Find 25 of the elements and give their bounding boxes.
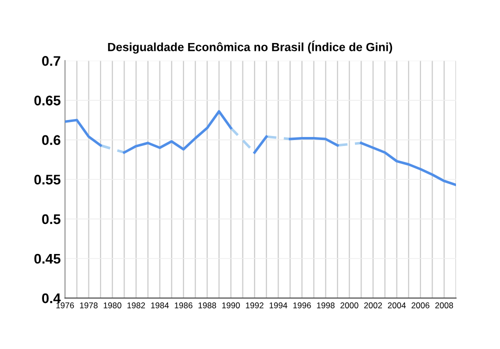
x-tick-label: 2004 <box>388 302 406 308</box>
x-tick-label: 1988 <box>198 302 216 308</box>
x-tick-label: 1990 <box>222 302 240 308</box>
x-tick-label: 1984 <box>151 302 169 308</box>
x-tick-label: 1994 <box>270 302 288 308</box>
y-tick-label: 0.65 <box>34 96 60 106</box>
x-tick-label: 1986 <box>174 302 192 308</box>
y-tick-label: 0.4 <box>42 293 61 304</box>
x-tick-label: 2006 <box>412 302 430 308</box>
x-tick-label: 2008 <box>435 302 454 308</box>
x-tick-label: 1980 <box>104 302 122 308</box>
y-tick-label: 0.7 <box>42 56 60 66</box>
y-tick-label: 0.5 <box>42 214 60 224</box>
y-tick-label: 0.45 <box>34 254 60 264</box>
y-tick-label: 0.6 <box>42 135 60 145</box>
x-tick-label: 1982 <box>127 302 145 308</box>
x-tick-label: 1992 <box>246 302 264 308</box>
x-tick-label: 1976 <box>56 302 74 308</box>
y-tick-label: 0.55 <box>34 174 60 185</box>
x-tick-label: 1998 <box>317 302 335 308</box>
x-tick-label: 2000 <box>340 302 358 308</box>
x-tick-label: 2002 <box>364 302 382 308</box>
x-tick-label: 1978 <box>80 302 98 308</box>
chart-title: Desigualdade Econômica no Brasil (Índice de Gini) <box>108 40 392 54</box>
x-tick-label: 1996 <box>293 302 311 308</box>
